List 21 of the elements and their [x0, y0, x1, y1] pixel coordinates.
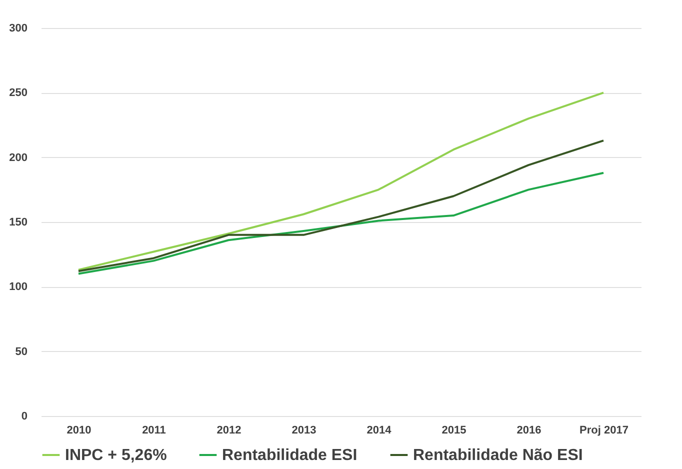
y-tick-label: 150	[9, 216, 28, 228]
y-tick-label: 200	[9, 152, 28, 164]
y-tick-label: 0	[21, 410, 28, 422]
legend-label: Rentabilidade Não ESI	[413, 447, 583, 464]
x-tick-label: 2016	[516, 424, 542, 436]
x-tick-label: 2012	[216, 424, 242, 436]
line-series	[78, 92, 604, 271]
line-series	[78, 140, 604, 272]
x-tick-label: 2014	[366, 424, 392, 436]
y-tick-label: 100	[9, 281, 28, 294]
legend-label: Rentabilidade ESI	[222, 447, 358, 464]
line-series	[78, 172, 604, 275]
y-tick-label: 300	[9, 22, 28, 34]
x-tick-label: Proj 2017	[580, 424, 628, 436]
x-tick-label: 2013	[292, 424, 316, 436]
legend-label: INPC + 5,26%	[65, 447, 167, 464]
x-tick-label: 2010	[66, 424, 92, 436]
y-tick-label: 50	[15, 346, 28, 358]
x-tick-label: 2015	[442, 424, 466, 436]
y-tick-label: 250	[9, 87, 28, 100]
x-tick-label: 2011	[142, 424, 166, 436]
